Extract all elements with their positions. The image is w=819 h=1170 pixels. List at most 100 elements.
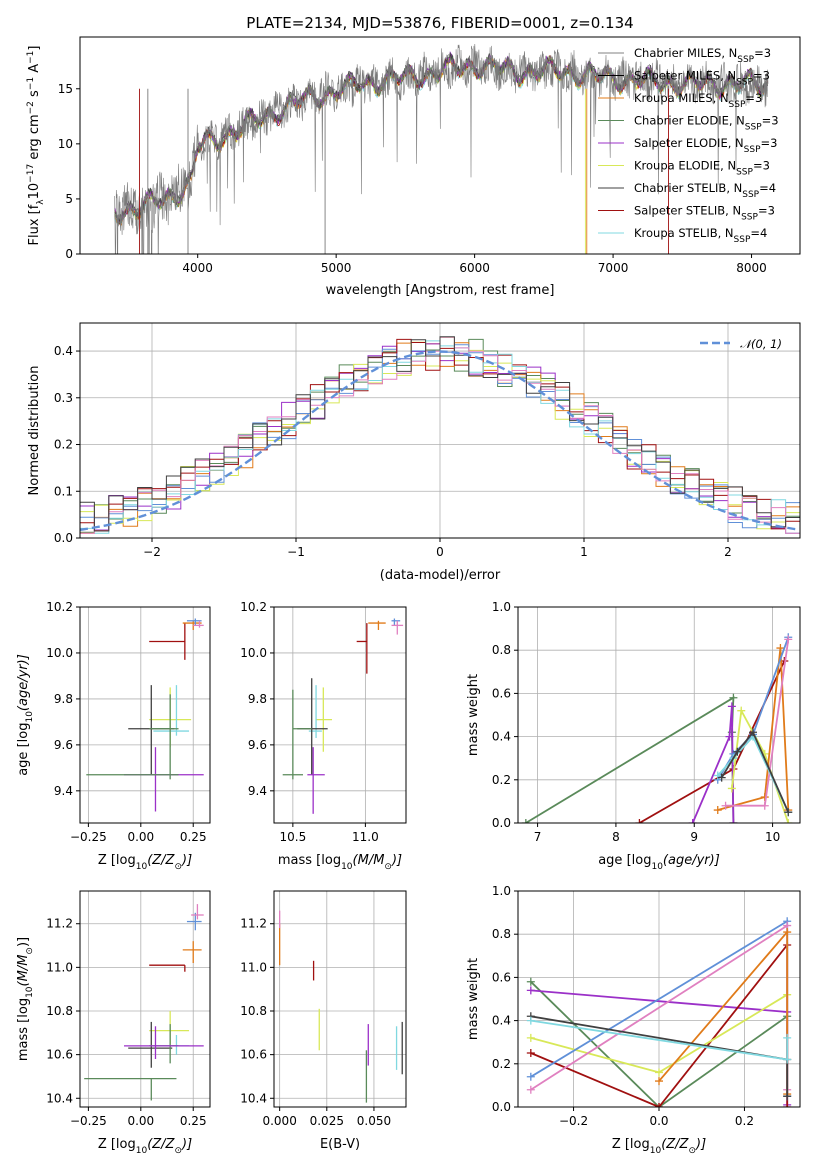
y-tick-label: 11.0 — [240, 960, 267, 974]
x-tick-label: −0.2 — [559, 1114, 588, 1128]
legend-entry: Chabrier ELODIE, NSSP=3 — [634, 114, 779, 133]
error-bar-point — [124, 1026, 204, 1059]
mass-vs-Z-ylabel: mass [log10(M/M⊙)] — [16, 937, 35, 1061]
legend-entry: Chabrier MILES, NSSP=3 — [634, 46, 771, 65]
age-vs-Z-points — [86, 618, 204, 812]
y-tick-label: 10.0 — [240, 646, 267, 660]
y-tick-label: 9.6 — [54, 738, 73, 752]
y-tick-label: 10.2 — [240, 600, 267, 614]
series-marker — [727, 702, 736, 711]
massweight-vs-Z-chart: −0.2 0.0 0.2 0.0 0.2 0.4 0.6 0.8 1.0 Z [log10(Z/Z… — [466, 884, 801, 1156]
massweight-vs-age-chart: 7 8 9 10 0.0 0.2 0.4 0.6 0.8 1.0 age [log10(age/yr… — [466, 600, 801, 872]
legend-entry: 𝒩(0, 1) — [740, 337, 782, 351]
series-marker — [729, 693, 738, 702]
x-tick-label: 0.00 — [127, 830, 154, 844]
series-marker — [784, 635, 793, 644]
massweight-vs-age-xlabel: age [log10(age/yr)] — [598, 853, 720, 872]
series-marker — [776, 644, 785, 653]
series-marker — [760, 801, 769, 810]
x-tick-label: 1 — [580, 545, 588, 559]
error-bar-point — [186, 912, 202, 931]
axis-ticks: −2 −1 0 1 2 0.0 0.1 0.2 0.3 0.4 — [54, 344, 732, 559]
series-marker — [655, 1077, 663, 1086]
series-marker — [721, 801, 730, 810]
y-tick-label: 11.2 — [240, 917, 267, 931]
axis-ticks: 4000 5000 6000 7000 8000 0 5 10 15 — [58, 82, 767, 275]
legend-entry: Kroupa STELIB, NSSP=4 — [634, 226, 767, 245]
x-tick-label: 0.0 — [649, 1114, 668, 1128]
y-tick-label: 9.6 — [248, 738, 267, 752]
age-vs-Z-chart: −0.25 0.00 0.25 9.4 9.6 9.8 10.0 10.2 Z [log10(Z… — [16, 600, 211, 872]
x-tick-label: 0.000 — [262, 1114, 296, 1128]
series-marker — [737, 706, 746, 715]
mass-vs-Z-chart: −0.25 0.00 0.25 10.4 10.6 10.8 11.0 11.2 Z [log1… — [16, 890, 211, 1156]
axis-ticks: −0.25 0.00 0.25 9.4 9.6 9.8 10.0 10.2 — [46, 600, 206, 844]
x-tick-label: 0.025 — [310, 1114, 344, 1128]
legend-entry: Chabrier STELIB, NSSP=4 — [634, 181, 776, 200]
x-tick-label: −0.25 — [70, 830, 107, 844]
y-tick-label: 0.2 — [492, 773, 511, 787]
spectrum-observed — [114, 43, 769, 254]
age-vs-mass-xlabel: mass [log10(M/M⊙)] — [278, 853, 402, 872]
y-tick-label: 0.6 — [492, 686, 511, 700]
grid-lines — [80, 606, 210, 823]
hist-xlabel: (data-model)/error — [380, 568, 501, 583]
y-tick-label: 0.0 — [492, 1100, 511, 1114]
y-tick-label: 1.0 — [492, 884, 511, 898]
x-tick-label: 6000 — [459, 261, 490, 275]
series-line-kroupa_miles — [658, 929, 789, 1094]
y-tick-label: 9.4 — [248, 784, 267, 798]
x-tick-label: 9 — [690, 830, 698, 844]
series-marker — [733, 747, 742, 756]
hist-ylabel: Normed distribution — [27, 366, 42, 496]
grid-lines — [80, 891, 210, 1107]
y-tick-label: 10.0 — [46, 646, 73, 660]
x-tick-label: 5000 — [321, 261, 352, 275]
y-tick-label: 10.6 — [240, 1048, 267, 1062]
series-marker — [655, 1068, 663, 1077]
y-tick-label: 5 — [65, 192, 73, 206]
series-marker — [526, 1072, 535, 1081]
series-line-kroupa_miles — [717, 647, 790, 811]
x-tick-label: 8 — [612, 830, 620, 844]
legend-entry: Salpeter STELIB, NSSP=3 — [634, 204, 775, 223]
legend-entry: Kroupa ELODIE, NSSP=3 — [634, 159, 770, 178]
age-vs-mass-points — [282, 618, 404, 814]
axes-frame — [517, 890, 801, 1108]
spectrum-xlabel: wavelength [Angstrom, rest frame] — [326, 283, 555, 298]
error-bar-point — [191, 904, 204, 920]
y-tick-label: 0.4 — [492, 730, 511, 744]
error-bar-point — [292, 689, 312, 780]
series-marker — [783, 928, 792, 937]
x-tick-label: −0.25 — [70, 1114, 107, 1128]
series-marker — [717, 773, 726, 782]
x-tick-label: 0.00 — [127, 1114, 154, 1128]
mass-vs-Z-xlabel: Z [log10(Z/Z⊙)] — [98, 1137, 192, 1156]
axis-ticks: 10.5 11.0 9.4 9.6 9.8 10.0 10.2 — [240, 600, 378, 844]
error-bar-point — [128, 1021, 173, 1068]
axis-ticks: 0.000 0.025 0.050 10.4 10.6 10.8 11.0 11.2 — [240, 917, 391, 1128]
axes-frame — [79, 606, 211, 824]
axes-frame — [79, 36, 801, 255]
histogram-chabrier_stelib — [80, 336, 800, 534]
y-tick-label: 10.4 — [240, 1091, 267, 1105]
error-bar-point — [149, 964, 186, 972]
series-line-chabrier_stelib — [720, 730, 790, 813]
error-bar-point — [153, 1035, 190, 1055]
legend-entry: Salpeter ELODIE, NSSP=3 — [634, 136, 777, 155]
y-tick-label: 10.4 — [46, 1091, 73, 1105]
error-bar-point — [149, 1024, 179, 1064]
y-tick-label: 9.8 — [54, 692, 73, 706]
error-bar-point — [149, 623, 186, 660]
axes-frame — [273, 606, 407, 824]
series-marker — [713, 806, 722, 815]
axes-frame — [273, 890, 407, 1108]
spectrum-legend: Chabrier MILES, NSSP=3 Salpeter MILES, NS… — [598, 46, 779, 245]
x-tick-label: 7 — [534, 830, 542, 844]
x-tick-label: 0.25 — [180, 1114, 207, 1128]
mass-vs-EBV-xlabel: E(B-V) — [320, 1137, 360, 1152]
normal-curve — [80, 350, 798, 531]
y-tick-label: 11.0 — [46, 960, 73, 974]
spectrum-ylabel: Flux [fλ10−17 erg cm−2 s−1 A−1] — [26, 46, 46, 246]
y-tick-label: 0.0 — [492, 816, 511, 830]
